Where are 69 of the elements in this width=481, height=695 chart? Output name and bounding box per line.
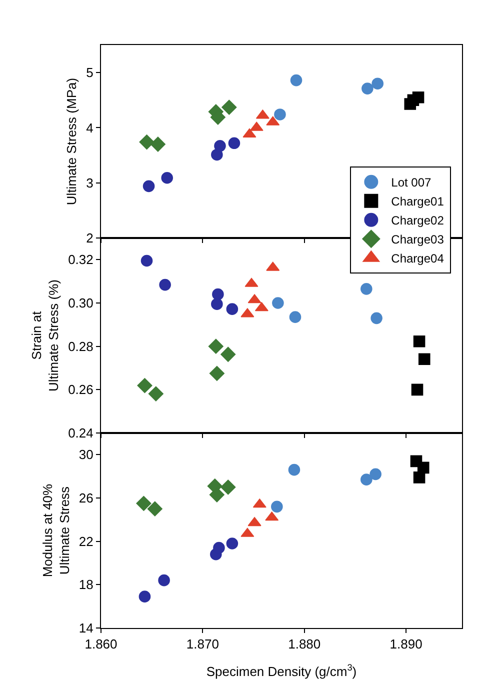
point: [138, 590, 151, 602]
point: [271, 500, 283, 513]
point: [142, 180, 155, 192]
y-tick-label: 14: [78, 620, 94, 636]
point: [412, 91, 424, 104]
point: [362, 82, 374, 94]
point: [214, 140, 226, 152]
x-tick-label: 1.890: [390, 636, 422, 652]
y-tick-label: 4: [86, 120, 94, 136]
point: [289, 311, 302, 323]
point: [137, 378, 152, 394]
x-tick-label: 1.870: [186, 636, 219, 652]
y-tick-label: 30: [78, 447, 94, 462]
legend-label: Lot 007: [391, 176, 432, 190]
y-tick-label: 22: [78, 534, 94, 549]
point: [159, 278, 171, 291]
point: [413, 335, 426, 348]
point: [211, 298, 223, 310]
point: [139, 134, 154, 150]
legend-label: Charge03: [391, 232, 444, 247]
y-tick-label: 0.32: [68, 252, 94, 268]
legend-label: Charge01: [391, 194, 444, 209]
y-axis-title: Modulus at 40% Ultimate Stress: [40, 483, 72, 578]
point: [272, 297, 284, 309]
point: [150, 136, 166, 152]
point: [370, 468, 382, 480]
point: [372, 78, 384, 90]
point: [228, 137, 240, 150]
point: [222, 100, 237, 115]
point: [158, 574, 170, 586]
y-axis-title: Strain at Ultimate Stress (%): [29, 280, 62, 392]
point: [288, 464, 300, 476]
point: [209, 366, 224, 381]
x-tick-label: 1.880: [288, 636, 321, 652]
point: [161, 172, 173, 184]
point: [418, 353, 430, 366]
y-tick-label: 26: [78, 490, 94, 506]
point: [220, 480, 236, 495]
y-tick-label: 2: [86, 230, 94, 246]
y-tick-label: 0.30: [68, 296, 94, 311]
y-tick-label: 0.26: [68, 382, 94, 398]
y-tick-label: 5: [86, 65, 94, 80]
point: [148, 386, 164, 402]
point: [290, 74, 302, 86]
point: [360, 283, 372, 295]
x-axis-title: Specimen Density (g/cm$^{3}$): [206, 662, 357, 680]
point: [147, 501, 162, 516]
point: [226, 303, 238, 315]
point: [208, 338, 224, 354]
point: [136, 496, 152, 511]
point: [360, 474, 372, 486]
point: [274, 108, 286, 120]
point: [209, 487, 224, 502]
point: [413, 472, 426, 484]
y-tick-label: 0.28: [68, 338, 94, 354]
point: [212, 288, 224, 300]
y-axis-title: Ultimate Stress (MPa): [64, 78, 80, 206]
point: [140, 254, 153, 267]
legend-label: Charge04: [391, 252, 444, 266]
point: [213, 542, 225, 554]
legend-label: Charge02: [391, 214, 444, 228]
x-tick-label: 1.860: [84, 636, 118, 652]
point: [411, 384, 424, 396]
point: [226, 538, 238, 550]
y-tick-label: 18: [78, 577, 94, 592]
point: [220, 346, 236, 362]
point: [370, 312, 382, 324]
y-tick-label: 0.24: [68, 426, 94, 441]
y-tick-label: 3: [86, 175, 94, 190]
